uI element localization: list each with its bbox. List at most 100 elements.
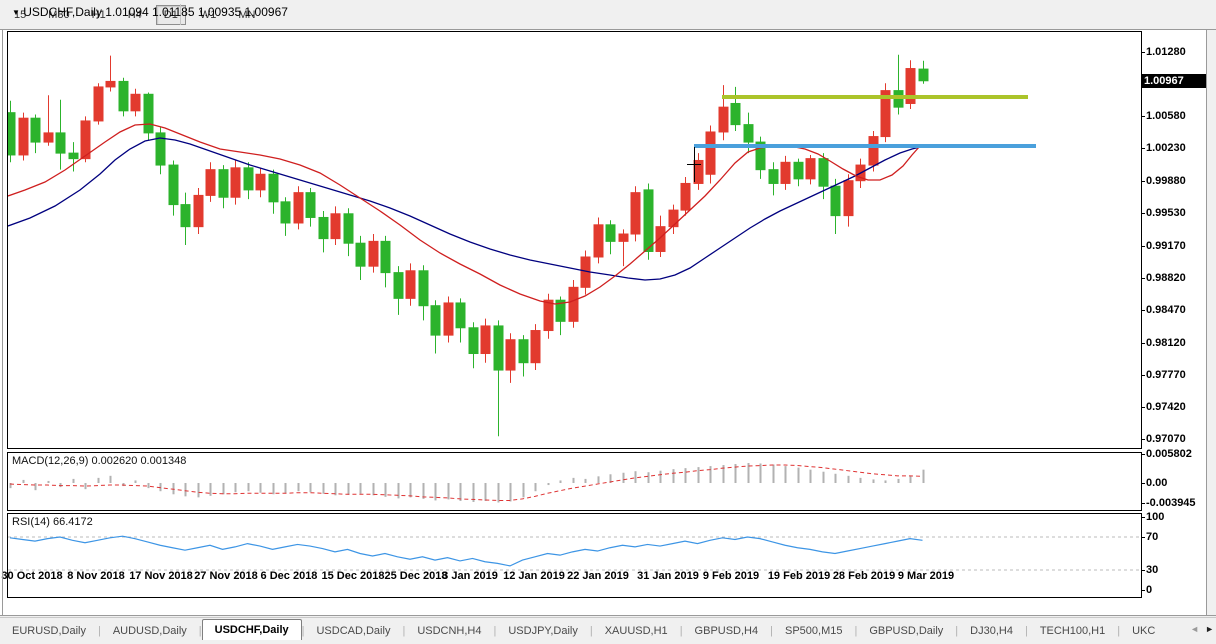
date-axis-label: 30 Oct 2018 xyxy=(1,570,63,582)
window-left-edge xyxy=(2,30,3,615)
axis-tick xyxy=(1141,213,1145,214)
axis-tick xyxy=(1141,246,1145,247)
date-axis-label: 6 Dec 2018 xyxy=(260,570,318,582)
axis-tick xyxy=(1141,278,1145,279)
price-axis-label: 0.98820 xyxy=(1146,272,1186,284)
date-axis-label: 22 Jan 2019 xyxy=(567,570,629,582)
rsi-value: 66.4172 xyxy=(52,516,93,528)
timeframe-toolbar: 15 M30 H1 H4 D1 W1 MN xyxy=(0,0,1216,30)
axis-tick xyxy=(1141,343,1145,344)
axis-tick xyxy=(1141,570,1145,571)
tab-separator: | xyxy=(493,625,497,637)
timeframe-button-w1[interactable]: W1 xyxy=(199,8,217,21)
timeframe-button-d1[interactable]: D1 xyxy=(155,4,186,25)
current-price-label: 1.00967 xyxy=(1141,74,1206,88)
tab-separator: | xyxy=(854,625,858,637)
chart-tab-ukc[interactable]: UKC xyxy=(1132,625,1156,637)
date-axis-label: 15 Dec 2018 xyxy=(321,570,385,582)
axis-tick xyxy=(1141,517,1145,518)
macd-signal-value: 0.001348 xyxy=(140,455,187,467)
chart-tab-gbpusd[interactable]: GBPUSD,H4 xyxy=(694,625,759,637)
macd-axis-label: 0.00 xyxy=(1146,477,1168,489)
date-axis-label: 28 Feb 2019 xyxy=(832,570,896,582)
price-axis-label: 0.97420 xyxy=(1146,401,1186,413)
chart-tab-xauusd[interactable]: XAUUSD,H1 xyxy=(604,625,668,637)
tab-scroll-left-icon[interactable]: ◄ xyxy=(1190,624,1200,634)
tab-separator: | xyxy=(301,625,305,637)
price-axis-label: 0.98120 xyxy=(1146,337,1186,349)
chart-tab-gbpusd[interactable]: GBPUSD,Daily xyxy=(869,625,944,637)
chart-tab-usdcad[interactable]: USDCAD,Daily xyxy=(316,625,391,637)
price-axis-label: 0.99530 xyxy=(1146,207,1186,219)
chart-tab-sp500[interactable]: SP500,M15 xyxy=(784,625,843,637)
tab-separator: | xyxy=(97,625,101,637)
tab-separator: | xyxy=(770,625,773,637)
chart-ohlc-values: 1.01094 1.01185 1.00935 1.00967 xyxy=(105,5,288,19)
chart-tab-bar: EURUSD,Daily | AUDUSD,Daily | USDCHF,Daily | U… xyxy=(0,617,1216,641)
status-strip xyxy=(0,640,1216,644)
tab-separator: | xyxy=(679,625,683,637)
date-axis-label: 8 Nov 2018 xyxy=(67,570,125,582)
chart-tab-tech100[interactable]: TECH100,H1 xyxy=(1039,625,1106,637)
price-axis-label: 0.98470 xyxy=(1146,304,1186,316)
price-axis-label: 1.01280 xyxy=(1146,46,1186,58)
timeframe-button-h4[interactable]: H4 xyxy=(127,8,142,21)
tab-separator: | xyxy=(589,625,593,637)
macd-main-value: 0.002620 xyxy=(91,455,138,467)
window-bottom-edge xyxy=(0,615,1216,616)
rsi-name: RSI(14) xyxy=(12,516,50,528)
price-axis-label: 0.97770 xyxy=(1146,369,1186,381)
timeframe-button-h1[interactable]: H1 xyxy=(91,8,106,21)
rsi-panel xyxy=(7,513,1142,598)
chart-dropdown-icon[interactable]: ▼ xyxy=(12,8,20,17)
axis-tick xyxy=(1141,181,1145,182)
rsi-axis-label: 70 xyxy=(1146,531,1159,543)
chart-tab-eurusd[interactable]: EURUSD,Daily xyxy=(12,625,86,637)
axis-tick xyxy=(1141,116,1145,117)
chart-tab-audusd[interactable]: AUDUSD,Daily xyxy=(112,625,187,637)
axis-tick xyxy=(1141,483,1145,484)
macd-label: MACD(12,26,9) 0.002620 0.001348 xyxy=(12,455,186,467)
tab-separator: | xyxy=(955,625,959,637)
axis-tick xyxy=(1141,407,1145,408)
timeframe-button-mn[interactable]: MN xyxy=(238,8,256,21)
price-axis-label: 1.00580 xyxy=(1146,110,1186,122)
timeframe-button-m30[interactable]: M30 xyxy=(48,8,70,21)
date-axis-label: 9 Mar 2019 xyxy=(897,570,955,582)
date-axis-label: 19 Feb 2019 xyxy=(767,570,831,582)
date-axis-label: 25 Dec 2018 xyxy=(384,570,448,582)
date-axis-label: 31 Jan 2019 xyxy=(637,570,699,582)
tab-separator: | xyxy=(198,625,202,637)
date-axis-label: 27 Nov 2018 xyxy=(194,570,258,582)
axis-tick xyxy=(1141,375,1145,376)
macd-axis-label: 0.005802 xyxy=(1146,448,1192,460)
date-axis-label: 17 Nov 2018 xyxy=(129,570,193,582)
price-axis-label: 0.99880 xyxy=(1146,175,1186,187)
rsi-label: RSI(14) 66.4172 xyxy=(12,516,93,528)
date-axis-label: 3 Jan 2019 xyxy=(442,570,498,582)
rsi-axis-label: 100 xyxy=(1146,511,1165,523)
timeframe-button-15[interactable]: 15 xyxy=(14,8,27,21)
macd-name: MACD(12,26,9) xyxy=(12,455,89,467)
axis-tick xyxy=(1141,439,1145,440)
axis-tick xyxy=(1141,503,1145,504)
axis-tick xyxy=(1141,454,1145,455)
rsi-axis-label: 30 xyxy=(1146,564,1159,576)
date-axis-label: 12 Jan 2019 xyxy=(503,570,565,582)
chart-tab-usdchf[interactable]: USDCHF,Daily xyxy=(201,619,302,641)
axis-tick xyxy=(1141,52,1145,53)
chart-tab-usdjpy[interactable]: USDJPY,Daily xyxy=(508,625,578,637)
window-right-edge xyxy=(1206,30,1216,615)
macd-axis-label: -0.003945 xyxy=(1146,497,1196,509)
chart-tab-usdcnh[interactable]: USDCNH,H4 xyxy=(417,625,482,637)
tab-scroll-arrows: ◄ ► xyxy=(1186,621,1214,637)
axis-tick xyxy=(1141,537,1145,538)
price-axis-label: 1.00230 xyxy=(1146,142,1186,154)
chart-title: ▼ USDCHF,Daily 1.01094 1.01185 1.00935 1… xyxy=(12,5,288,19)
tab-scroll-right-icon[interactable]: ► xyxy=(1205,624,1214,634)
chart-tab-dj30[interactable]: DJ30,H4 xyxy=(970,625,1013,637)
price-axis-label: 0.97070 xyxy=(1146,433,1186,445)
chart-window xyxy=(0,30,1216,615)
axis-tick xyxy=(1141,310,1145,311)
